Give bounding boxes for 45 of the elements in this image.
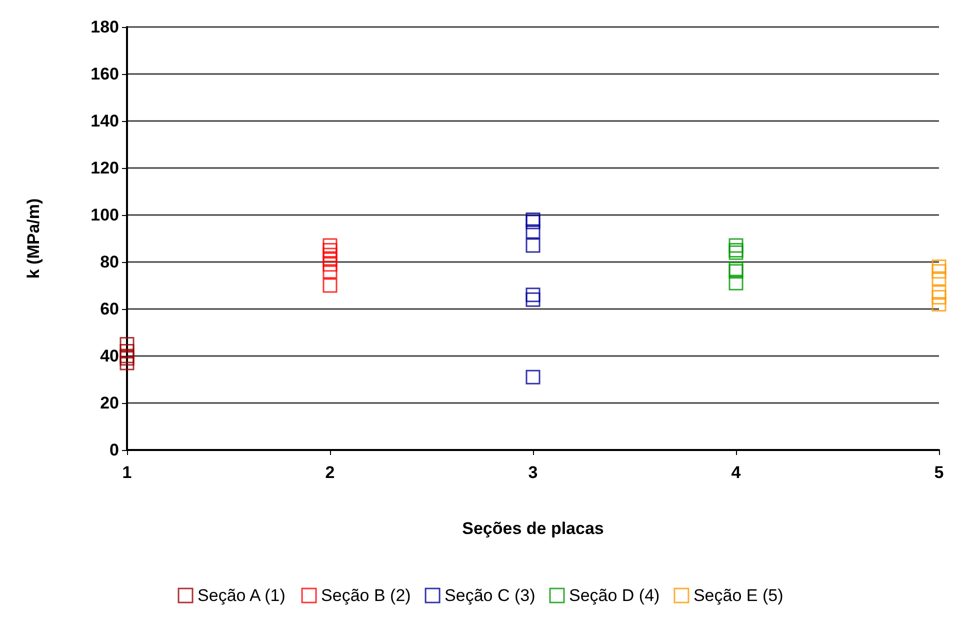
point <box>120 356 134 370</box>
point <box>932 259 946 274</box>
point <box>728 238 744 253</box>
point <box>322 238 338 253</box>
x-tick-label: 1 <box>122 463 132 482</box>
point <box>120 344 134 359</box>
point <box>932 297 946 312</box>
point <box>728 276 744 290</box>
point <box>322 257 338 272</box>
point <box>526 292 540 307</box>
point <box>322 264 338 279</box>
legend-label: Seção A (1) <box>198 586 286 605</box>
point <box>526 370 540 384</box>
y-tick-label: 60 <box>100 300 119 318</box>
point <box>322 248 338 262</box>
point <box>526 224 540 239</box>
x-tick-label: 3 <box>528 463 538 482</box>
legend-label: Seção E (5) <box>693 586 784 605</box>
point <box>526 238 540 253</box>
y-tick-label: 120 <box>90 158 119 178</box>
point <box>322 252 338 267</box>
y-tick-label: 100 <box>90 206 119 224</box>
y-tick-label: 140 <box>90 112 119 130</box>
y-tick-label: 160 <box>90 64 119 84</box>
point <box>932 271 946 286</box>
y-tick-label: 0 <box>110 440 119 460</box>
x-axis-title: Seções de placas <box>462 519 604 538</box>
point <box>932 285 946 300</box>
x-tick-label: 2 <box>325 463 335 482</box>
legend-label: Seção D (4) <box>569 586 660 605</box>
y-tick-label: 40 <box>100 346 119 366</box>
legend-label: Seção B (2) <box>321 586 411 605</box>
point <box>932 264 946 279</box>
x-tick-label: 4 <box>731 463 742 482</box>
y-tick-label: 180 <box>90 18 119 36</box>
x-tick-label: 5 <box>934 463 944 482</box>
y-tick-label: 80 <box>100 252 119 272</box>
point <box>322 243 338 258</box>
point <box>120 337 134 352</box>
point <box>932 290 946 304</box>
legend-label: Seção C (3) <box>444 586 536 605</box>
point <box>322 278 338 293</box>
y-axis-title: k (MPa/m) <box>24 198 43 279</box>
y-tick-label: 20 <box>100 394 119 412</box>
point <box>526 288 540 302</box>
